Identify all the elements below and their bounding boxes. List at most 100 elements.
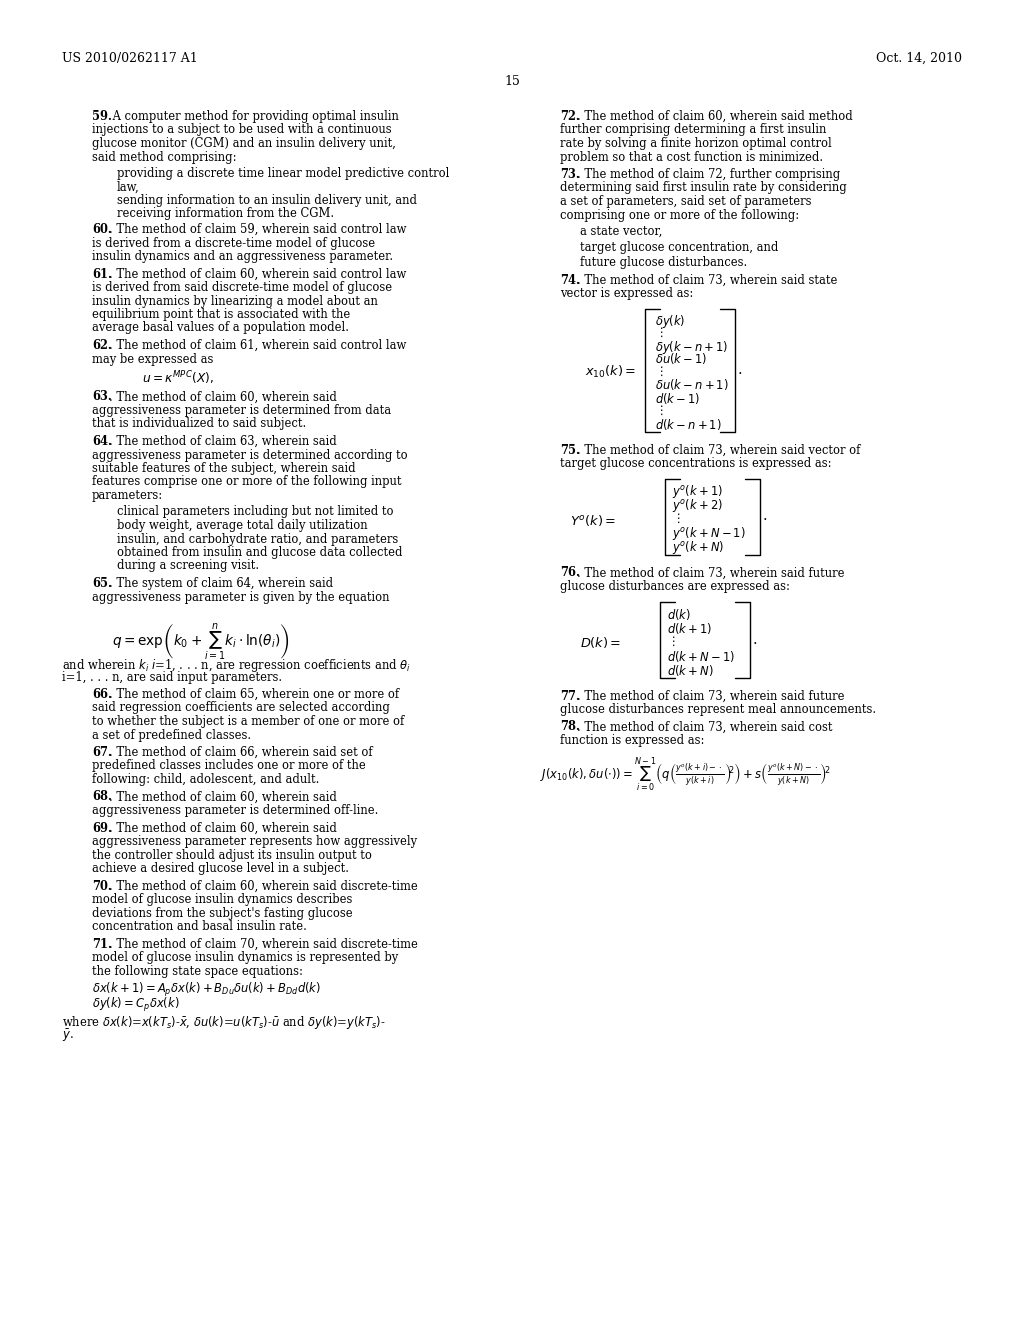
Text: during a screening visit.: during a screening visit. — [117, 560, 259, 573]
Text: said method comprising:: said method comprising: — [92, 150, 237, 164]
Text: . The method of claim 72, further comprising: . The method of claim 72, further compri… — [578, 168, 841, 181]
Text: vector is expressed as:: vector is expressed as: — [560, 286, 693, 300]
Text: Oct. 14, 2010: Oct. 14, 2010 — [876, 51, 962, 65]
Text: model of glucose insulin dynamics is represented by: model of glucose insulin dynamics is rep… — [92, 950, 398, 964]
Text: 78.: 78. — [560, 721, 580, 734]
Text: $y^o(k+N-1)$: $y^o(k+N-1)$ — [672, 525, 745, 543]
Text: 74.: 74. — [560, 273, 580, 286]
Text: further comprising determining a first insulin: further comprising determining a first i… — [560, 124, 826, 136]
Text: 73.: 73. — [560, 168, 580, 181]
Text: insulin, and carbohydrate ratio, and parameters: insulin, and carbohydrate ratio, and par… — [117, 532, 398, 545]
Text: 65.: 65. — [92, 577, 112, 590]
Text: $y^o(k+2)$: $y^o(k+2)$ — [672, 498, 723, 515]
Text: glucose disturbances are expressed as:: glucose disturbances are expressed as: — [560, 579, 790, 593]
Text: . The method of claim 66, wherein said set of: . The method of claim 66, wherein said s… — [110, 746, 373, 759]
Text: 72.: 72. — [560, 110, 580, 123]
Text: 75.: 75. — [560, 444, 580, 457]
Text: . The method of claim 59, wherein said control law: . The method of claim 59, wherein said c… — [110, 223, 407, 236]
Text: average basal values of a population model.: average basal values of a population mod… — [92, 322, 349, 334]
Text: . The method of claim 60, wherein said control law: . The method of claim 60, wherein said c… — [110, 268, 407, 281]
Text: $d(k+N)$: $d(k+N)$ — [667, 663, 714, 677]
Text: .: . — [763, 510, 768, 524]
Text: 66.: 66. — [92, 688, 112, 701]
Text: that is individualized to said subject.: that is individualized to said subject. — [92, 417, 306, 430]
Text: $d(k-1)$: $d(k-1)$ — [655, 391, 700, 405]
Text: .: . — [753, 632, 758, 647]
Text: . The method of claim 70, wherein said discrete-time: . The method of claim 70, wherein said d… — [110, 937, 419, 950]
Text: $J(x_{10}(k), \delta u(\cdot)) = \sum_{i=0}^{N-1}\left(q\left(\frac{y^o(k+i) - \: $J(x_{10}(k), \delta u(\cdot)) = \sum_{i… — [540, 755, 830, 793]
Text: a set of parameters, said set of parameters: a set of parameters, said set of paramet… — [560, 195, 811, 209]
Text: $d(k+1)$: $d(k+1)$ — [667, 620, 713, 635]
Text: . The method of claim 60, wherein said method: . The method of claim 60, wherein said m… — [578, 110, 853, 123]
Text: target glucose concentration, and: target glucose concentration, and — [580, 240, 778, 253]
Text: $\vdots$: $\vdots$ — [655, 364, 664, 378]
Text: $q = \exp\!\left(k_0 + \sum_{i=1}^{n} k_i \cdot \ln(\theta_i)\right)$: $q = \exp\!\left(k_0 + \sum_{i=1}^{n} k_… — [112, 622, 290, 663]
Text: insulin dynamics and an aggressiveness parameter.: insulin dynamics and an aggressiveness p… — [92, 249, 393, 263]
Text: 68.: 68. — [92, 791, 112, 804]
Text: i=1, . . . n, are said input parameters.: i=1, . . . n, are said input parameters. — [62, 671, 283, 684]
Text: . The method of claim 60, wherein said: . The method of claim 60, wherein said — [110, 821, 337, 834]
Text: . The method of claim 65, wherein one or more of: . The method of claim 65, wherein one or… — [110, 688, 399, 701]
Text: $\delta y(k)=C_p\delta x(k)$: $\delta y(k)=C_p\delta x(k)$ — [92, 997, 179, 1015]
Text: may be expressed as: may be expressed as — [92, 352, 213, 366]
Text: 64.: 64. — [92, 436, 112, 447]
Text: $d(k-n+1)$: $d(k-n+1)$ — [655, 417, 722, 432]
Text: providing a discrete time linear model predictive control: providing a discrete time linear model p… — [117, 168, 450, 180]
Text: 70.: 70. — [92, 879, 112, 892]
Text: and wherein $k_i$ $i$=1, . . . n, are regression coefficients and $\theta_i$: and wherein $k_i$ $i$=1, . . . n, are re… — [62, 657, 411, 675]
Text: deviations from the subject's fasting glucose: deviations from the subject's fasting gl… — [92, 907, 352, 920]
Text: . The method of claim 60, wherein said: . The method of claim 60, wherein said — [110, 791, 337, 804]
Text: suitable features of the subject, wherein said: suitable features of the subject, wherei… — [92, 462, 355, 475]
Text: is derived from said discrete-time model of glucose: is derived from said discrete-time model… — [92, 281, 392, 294]
Text: . The method of claim 60, wherein said: . The method of claim 60, wherein said — [110, 391, 337, 404]
Text: $d(k+N-1)$: $d(k+N-1)$ — [667, 648, 735, 664]
Text: US 2010/0262117 A1: US 2010/0262117 A1 — [62, 51, 198, 65]
Text: 67.: 67. — [92, 746, 112, 759]
Text: 76.: 76. — [560, 566, 580, 579]
Text: $\delta y(k-n+1)$: $\delta y(k-n+1)$ — [655, 338, 728, 355]
Text: 60.: 60. — [92, 223, 112, 236]
Text: $y^o(k+N)$: $y^o(k+N)$ — [672, 540, 724, 557]
Text: predefined classes includes one or more of the: predefined classes includes one or more … — [92, 759, 366, 772]
Text: aggressiveness parameter is given by the equation: aggressiveness parameter is given by the… — [92, 590, 389, 603]
Text: $x_{10}(k) =$: $x_{10}(k) =$ — [585, 363, 636, 380]
Text: . The method of claim 63, wherein said: . The method of claim 63, wherein said — [110, 436, 337, 447]
Text: receiving information from the CGM.: receiving information from the CGM. — [117, 207, 334, 220]
Text: . The method of claim 73, wherein said state: . The method of claim 73, wherein said s… — [578, 273, 838, 286]
Text: $\delta u(k-n+1)$: $\delta u(k-n+1)$ — [655, 378, 729, 392]
Text: $u=\kappa^{MPC}(X),$: $u=\kappa^{MPC}(X),$ — [142, 370, 214, 387]
Text: . The method of claim 73, wherein said vector of: . The method of claim 73, wherein said v… — [578, 444, 861, 457]
Text: target glucose concentrations is expressed as:: target glucose concentrations is express… — [560, 457, 831, 470]
Text: . The method of claim 73, wherein said future: . The method of claim 73, wherein said f… — [578, 689, 845, 702]
Text: the controller should adjust its insulin output to: the controller should adjust its insulin… — [92, 849, 372, 862]
Text: function is expressed as:: function is expressed as: — [560, 734, 705, 747]
Text: $d(k)$: $d(k)$ — [667, 606, 691, 622]
Text: sending information to an insulin delivery unit, and: sending information to an insulin delive… — [117, 194, 417, 207]
Text: parameters:: parameters: — [92, 488, 163, 502]
Text: body weight, average total daily utilization: body weight, average total daily utiliza… — [117, 519, 368, 532]
Text: $\vdots$: $\vdots$ — [672, 511, 680, 524]
Text: a set of predefined classes.: a set of predefined classes. — [92, 729, 251, 742]
Text: glucose disturbances represent meal announcements.: glucose disturbances represent meal anno… — [560, 704, 877, 715]
Text: 62.: 62. — [92, 339, 112, 352]
Text: the following state space equations:: the following state space equations: — [92, 965, 303, 978]
Text: $\vdots$: $\vdots$ — [667, 635, 675, 648]
Text: .: . — [738, 363, 742, 378]
Text: 71.: 71. — [92, 937, 112, 950]
Text: said regression coefficients are selected according: said regression coefficients are selecte… — [92, 701, 390, 714]
Text: model of glucose insulin dynamics describes: model of glucose insulin dynamics descri… — [92, 894, 352, 906]
Text: glucose monitor (CGM) and an insulin delivery unit,: glucose monitor (CGM) and an insulin del… — [92, 137, 396, 150]
Text: law,: law, — [117, 181, 139, 194]
Text: . The method of claim 73, wherein said future: . The method of claim 73, wherein said f… — [578, 566, 845, 579]
Text: determining said first insulin rate by considering: determining said first insulin rate by c… — [560, 181, 847, 194]
Text: comprising one or more of the following:: comprising one or more of the following: — [560, 209, 799, 222]
Text: $\delta u(k-1)$: $\delta u(k-1)$ — [655, 351, 708, 367]
Text: features comprise one or more of the following input: features comprise one or more of the fol… — [92, 475, 401, 488]
Text: $Y^o(k) =$: $Y^o(k) =$ — [570, 513, 616, 528]
Text: aggressiveness parameter represents how aggressively: aggressiveness parameter represents how … — [92, 836, 417, 847]
Text: following: child, adolescent, and adult.: following: child, adolescent, and adult. — [92, 774, 319, 785]
Text: a state vector,: a state vector, — [580, 224, 663, 238]
Text: . The method of claim 61, wherein said control law: . The method of claim 61, wherein said c… — [110, 339, 407, 352]
Text: problem so that a cost function is minimized.: problem so that a cost function is minim… — [560, 150, 823, 164]
Text: equilibrium point that is associated with the: equilibrium point that is associated wit… — [92, 308, 350, 321]
